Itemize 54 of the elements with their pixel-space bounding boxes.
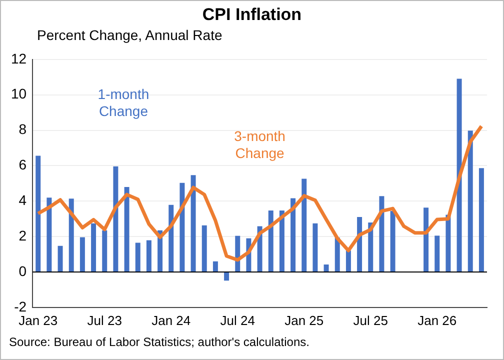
chart-title: CPI Inflation (201, 4, 303, 26)
bar (224, 272, 230, 281)
bar (68, 198, 74, 272)
y-tick-label: 10 (10, 86, 27, 102)
bar (135, 242, 140, 272)
x-tick-label: Jul 25 (353, 312, 388, 328)
bar (468, 130, 473, 272)
bar (202, 225, 207, 272)
y-axis-title: Percent Change, Annual Rate (36, 27, 224, 45)
x-tick-label: Jan 24 (152, 312, 191, 328)
y-tick-label: 8 (18, 121, 27, 138)
bar (102, 230, 108, 272)
bar (113, 166, 118, 272)
bar (168, 204, 174, 272)
y-tick-label: 12 (10, 50, 27, 66)
bar (456, 78, 462, 272)
bar (324, 264, 329, 272)
bar (268, 210, 274, 272)
bar (46, 198, 52, 272)
y-tick-label: 0 (18, 262, 27, 279)
x-tick-label: Jan 25 (284, 312, 324, 328)
bar (279, 210, 284, 272)
bar (434, 236, 440, 272)
bar (36, 156, 41, 272)
y-tick-label: 2 (18, 227, 27, 244)
y-tick-label: -2 (14, 298, 27, 314)
bar (346, 250, 351, 272)
bar (446, 214, 451, 272)
bar (190, 175, 196, 272)
source-note: Source: Bureau of Labor Statistics; author's calculations. (8, 335, 310, 349)
bar (312, 223, 318, 272)
bar (146, 240, 152, 272)
bar (302, 178, 307, 272)
bar (357, 217, 362, 272)
x-tick-label: Jan 23 (18, 312, 58, 328)
bar (212, 261, 218, 272)
x-tick-label: Jul 23 (87, 312, 122, 328)
bar (180, 182, 185, 272)
bar (390, 211, 396, 272)
bar (58, 246, 63, 272)
bar (80, 237, 85, 272)
bar (334, 237, 340, 272)
text: 3-month Change (234, 128, 286, 162)
y-tick-label: 6 (18, 156, 27, 173)
y-tick-label: 4 (18, 192, 27, 208)
x-tick-label: Jan 26 (418, 312, 457, 328)
text: 1-month Change (98, 86, 150, 120)
bar (290, 198, 296, 272)
bar (478, 168, 484, 272)
bar (424, 208, 429, 272)
bar (124, 186, 130, 272)
x-tick-label: Jul 24 (220, 312, 255, 328)
bar (91, 223, 96, 272)
bar (379, 196, 384, 272)
